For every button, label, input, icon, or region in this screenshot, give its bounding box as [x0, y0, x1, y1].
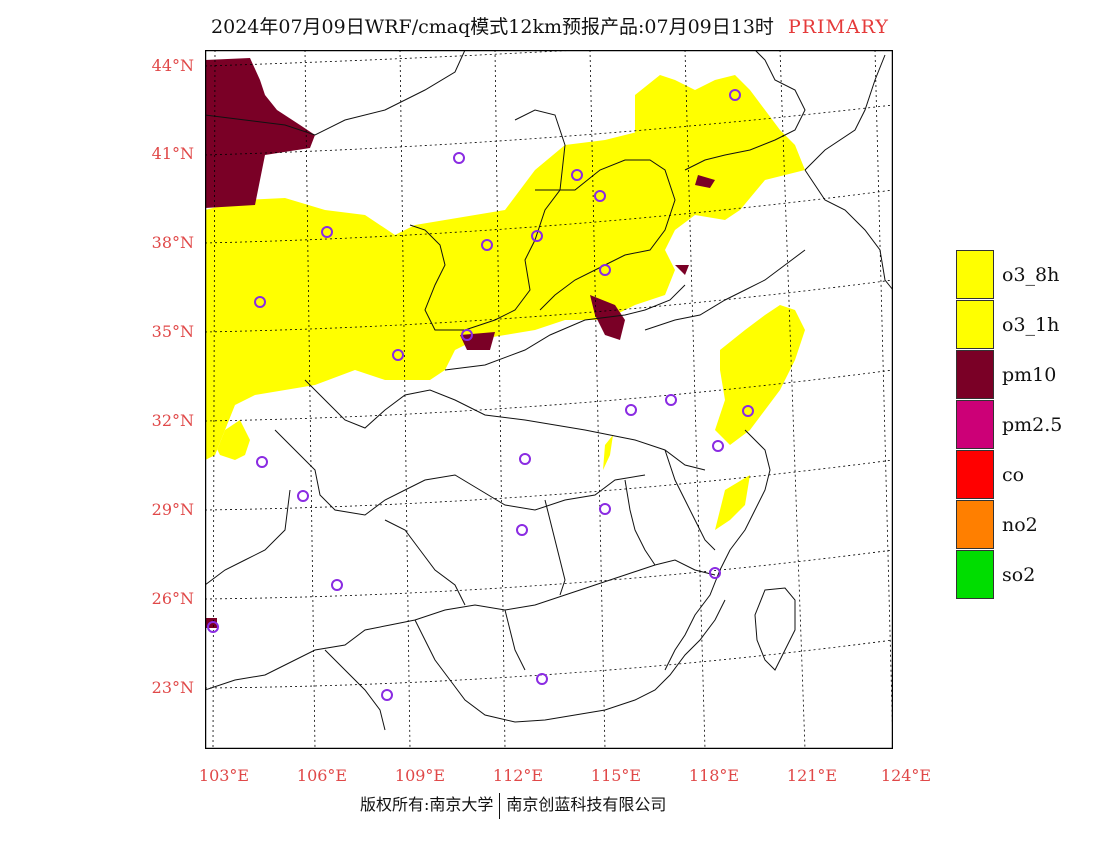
page-title: 2024年07月09日WRF/cmaq模式12km预报产品:07月09日13时 P…: [0, 12, 1100, 39]
lon-label-118: 118°E: [688, 766, 740, 785]
lon-label-103: 103°E: [198, 766, 250, 785]
legend-label: pm2.5: [1002, 414, 1063, 436]
lat-label-41: 41°N: [151, 144, 194, 163]
legend-swatch: [956, 400, 994, 449]
lon-label-115: 115°E: [590, 766, 642, 785]
map-canvas: [205, 50, 893, 749]
lat-label-23: 23°N: [151, 678, 194, 697]
primary-tag: PRIMARY: [787, 16, 889, 38]
lon-label-121: 121°E: [786, 766, 838, 785]
legend-swatch: [956, 350, 994, 399]
footer-divider: [499, 792, 501, 819]
lon-label-106: 106°E: [296, 766, 348, 785]
legend-swatch: [956, 450, 994, 499]
station-markers: [207, 89, 754, 701]
lat-label-26: 26°N: [151, 589, 194, 608]
legend-swatch: [956, 250, 994, 299]
legend-label: no2: [1002, 514, 1038, 536]
pm10-regions: [205, 58, 715, 628]
ozone-regions: [205, 75, 805, 530]
lat-label-35: 35°N: [151, 322, 194, 341]
legend-swatch: [956, 500, 994, 549]
legend-label: o3_8h: [1002, 264, 1060, 286]
forecast-title: 2024年07月09日WRF/cmaq模式12km预报产品:07月09日13时: [211, 16, 774, 38]
lat-label-29: 29°N: [151, 500, 194, 519]
lat-label-32: 32°N: [151, 411, 194, 430]
lat-label-44: 44°N: [151, 56, 194, 75]
lon-label-124: 124°E: [880, 766, 932, 785]
copyright-right: 南京创蓝科技有限公司: [506, 795, 667, 814]
legend-swatch: [956, 550, 994, 599]
copyright-left: 版权所有:南京大学: [360, 795, 494, 814]
lon-label-109: 109°E: [394, 766, 446, 785]
graticule: [205, 50, 893, 749]
copyright-footer: 版权所有:南京大学 南京创蓝科技有限公司: [360, 791, 666, 819]
legend-label: co: [1002, 464, 1025, 486]
legend-label: pm10: [1002, 364, 1057, 386]
lat-label-38: 38°N: [151, 233, 194, 252]
lon-label-112: 112°E: [492, 766, 544, 785]
legend-label: o3_1h: [1002, 314, 1060, 336]
legend-label: so2: [1002, 564, 1036, 586]
legend-swatch: [956, 300, 994, 349]
